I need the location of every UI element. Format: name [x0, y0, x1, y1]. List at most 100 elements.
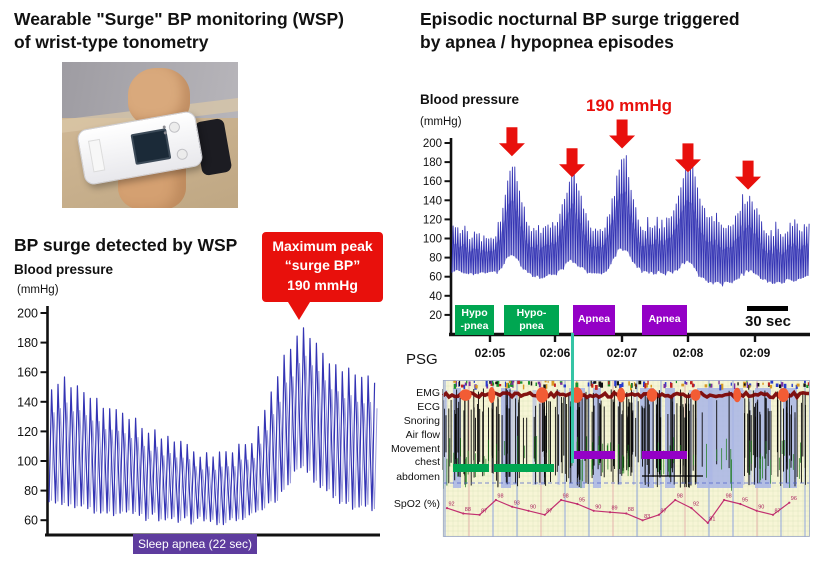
spo2-value: 95 [742, 498, 748, 504]
emg-trace [441, 389, 810, 401]
spo2-value: 96 [791, 496, 797, 502]
apnea-box-1: Apnea [573, 305, 615, 335]
y-tick-label: 80 [429, 253, 442, 265]
spo2-point [657, 513, 660, 516]
callout-line1: Maximum peak [272, 238, 373, 254]
psg-apnea-bar [573, 451, 615, 459]
psg-recording-panel: 92 88 87 98 93 90 87 98 95 90 89 88 83 87 98 92 81 98 95 90… [441, 380, 810, 537]
apnea-alignment-line [571, 333, 574, 463]
psg-channel-label-movement: Movement [390, 443, 440, 455]
psg-channel-label-emg: EMG [416, 387, 440, 399]
apnea-box-1-label: Apnea [577, 313, 611, 326]
emg-burst [733, 387, 742, 403]
psg-hypopnea-bar [453, 464, 489, 472]
bp-trace [48, 327, 376, 526]
right-panel-title-line2: by apnea / hypopnea episodes [420, 31, 674, 52]
spo2-point [771, 513, 775, 516]
y-tick-label: 140 [17, 395, 38, 409]
spo2-value: 90 [758, 504, 764, 510]
spo2-point [592, 509, 595, 512]
y-tick-label: 60 [24, 514, 38, 528]
hypopnea-box-1: Hypo -pnea [455, 305, 494, 335]
spo2-point [674, 498, 677, 502]
spo2-value: 87 [775, 508, 781, 514]
y-tick-label: 80 [24, 484, 38, 498]
spo2-value: 98 [677, 494, 683, 500]
left-panel-title-line1: Wearable "Surge" BP monitoring (WSP) [14, 9, 345, 29]
spo2-trace [446, 499, 790, 524]
surge-arrow [498, 127, 525, 157]
spo2-value: 92 [693, 502, 699, 508]
device-button-2 [175, 147, 189, 161]
hypopnea-box-2-line2: pnea [519, 320, 544, 332]
spo2-value: 92 [449, 502, 455, 508]
spo2-point [706, 521, 709, 524]
hypopnea-box-1-line2: -pnea [460, 320, 489, 332]
spo2-point [625, 512, 628, 515]
device-label [87, 138, 106, 173]
emg-burst [488, 387, 496, 403]
wsp-yaxis-unit: (mmHg) [17, 284, 59, 296]
surge-arrow [559, 148, 586, 178]
y-tick-label: 120 [17, 425, 38, 439]
spo2-point [608, 511, 612, 514]
y-tick-label: 160 [17, 366, 38, 380]
spo2-value: 93 [514, 500, 520, 506]
psg-border [443, 380, 810, 537]
spo2-value: 88 [628, 507, 634, 513]
time-label-0209: 02:09 [739, 346, 771, 360]
y-tick-label: 140 [423, 195, 442, 207]
spo2-value: 87 [546, 508, 552, 514]
wsp-yaxis-title: Blood pressure [14, 262, 114, 277]
time-label-0206: 02:06 [539, 346, 571, 360]
hypopnea-box-2-line1: Hypo- [516, 306, 547, 319]
spo2-value: 90 [595, 504, 601, 510]
emg-burst [459, 389, 472, 401]
wsp-chart-title: BP surge detected by WSP [14, 235, 238, 255]
right-panel-title-line1: Episodic nocturnal BP surge triggered [420, 9, 740, 29]
hypopnea-box-1-line1: Hypo [461, 306, 488, 319]
psg-channel-label-abdomen: abdomen [396, 471, 440, 483]
emg-burst [777, 388, 789, 402]
spo2-value: 87 [660, 508, 666, 514]
surge-arrow [609, 119, 636, 149]
spo2-value: 81 [709, 516, 715, 522]
device-button-1 [168, 120, 181, 134]
y-tick-label: 60 [429, 272, 442, 284]
y-tick-label: 100 [17, 455, 38, 469]
time-label-0208: 02:08 [672, 346, 704, 360]
callout-line2: “surge BP” [284, 257, 361, 274]
spo2-point [576, 502, 579, 506]
psg-apnea-bar [642, 451, 687, 459]
bp-trace-echo [50, 355, 378, 524]
time-label-0207: 02:07 [606, 346, 638, 360]
spo2-point [478, 513, 481, 516]
spo2-value: 87 [481, 508, 487, 514]
y-tick-label: 20 [429, 310, 442, 322]
nocturnal-yaxis-title: Blood pressure [420, 92, 520, 107]
psg-channel-label-snoring: Snoring [403, 415, 440, 427]
left-panel-title-line2: of wrist-type tonometry [14, 31, 209, 52]
wrist-device-photo [62, 62, 238, 208]
emg-burst [536, 387, 549, 403]
spo2-value: 89 [612, 506, 618, 512]
right-panel-title: Episodic nocturnal BP surge triggered by… [420, 8, 740, 54]
spo2-value: 98 [726, 494, 732, 500]
psg-channel-label-airflow: Air flow [405, 429, 440, 441]
spo2-value: 95 [579, 498, 585, 504]
spo2-point [511, 505, 514, 508]
time-scale-label: 30 sec [745, 313, 791, 330]
y-tick-label: 120 [423, 214, 442, 226]
psg-label: PSG [406, 351, 438, 368]
psg-hypopnea-bar [494, 464, 554, 472]
psg-event-strip [453, 380, 810, 391]
emg-burst [690, 389, 701, 401]
spo2-point [494, 498, 497, 502]
time-scale-bar [747, 306, 788, 311]
psg-channel-label-ecg: ECG [417, 401, 440, 413]
spo2-point [723, 498, 726, 502]
spo2-value: 90 [530, 504, 536, 510]
spo2-point [755, 509, 758, 512]
spo2-point [445, 507, 449, 510]
